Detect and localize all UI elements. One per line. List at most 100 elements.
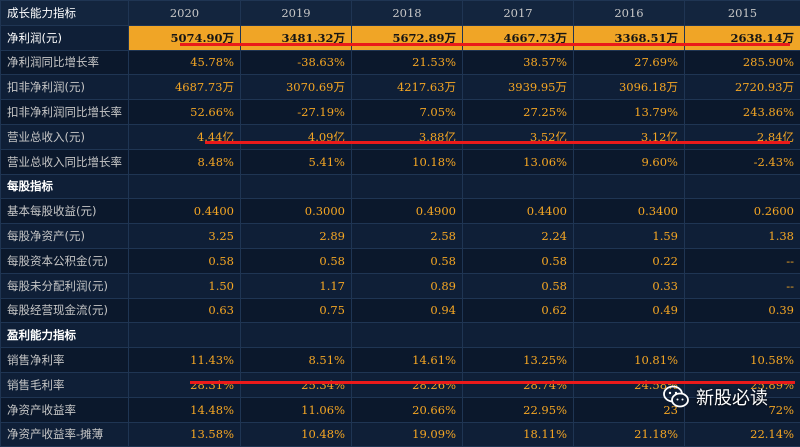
value-cell: 1.59 [574,224,685,249]
value-cell: 0.94 [352,298,463,323]
value-cell [352,174,463,199]
value-cell: 10.48% [241,422,352,447]
annotation-underline [205,141,790,144]
value-cell: 8.51% [241,348,352,373]
value-cell: -- [685,248,800,273]
value-cell: 38.57% [463,50,574,75]
value-cell: 2.58 [352,224,463,249]
value-cell: 0.3000 [241,199,352,224]
value-cell: 3.52亿 [463,124,574,149]
value-cell: 3070.69万 [241,75,352,100]
year-header[interactable]: 2019 [241,1,352,26]
section-row: 每股指标 [1,174,800,199]
watermark: 新股必读 [662,380,792,414]
year-header[interactable]: 2016 [574,1,685,26]
row-label: 每股资本公积金(元) [1,248,129,273]
value-cell: 28.31% [129,372,241,397]
value-cell: 0.49 [574,298,685,323]
value-cell: 2.89 [241,224,352,249]
value-cell: 7.05% [352,100,463,125]
year-header[interactable]: 2020 [129,1,241,26]
value-cell: 0.4900 [352,199,463,224]
value-cell: 19.09% [352,422,463,447]
value-cell: 0.62 [463,298,574,323]
value-cell: 10.58% [685,348,800,373]
row-label: 营业总收入(元) [1,124,129,149]
value-cell [685,174,800,199]
value-cell: 243.86% [685,100,800,125]
value-cell: 0.58 [463,248,574,273]
value-cell: 0.58 [129,248,241,273]
value-cell: 3368.51万 [574,25,685,50]
section-label: 盈利能力指标 [1,323,129,348]
value-cell: -27.19% [241,100,352,125]
value-cell: 3939.95万 [463,75,574,100]
value-cell: 4687.73万 [129,75,241,100]
value-cell [129,174,241,199]
row-label: 扣非净利润同比增长率 [1,100,129,125]
value-cell: 11.06% [241,397,352,422]
value-cell: 4667.73万 [463,25,574,50]
value-cell: 10.18% [352,149,463,174]
value-cell [463,323,574,348]
value-cell: 22.14% [685,422,800,447]
row-label: 净资产收益率-摊薄 [1,422,129,447]
value-cell: 0.22 [574,248,685,273]
value-cell: 3.12亿 [574,124,685,149]
value-cell: 11.43% [129,348,241,373]
value-cell: 0.4400 [463,199,574,224]
value-cell: 13.06% [463,149,574,174]
row-label: 每股未分配利润(元) [1,273,129,298]
value-cell: 27.69% [574,50,685,75]
table-title: 成长能力指标 [1,1,129,26]
value-cell: 0.58 [241,248,352,273]
value-cell: -38.63% [241,50,352,75]
value-cell: 0.39 [685,298,800,323]
value-cell [463,174,574,199]
value-cell: 2638.14万 [685,25,800,50]
value-cell: 0.89 [352,273,463,298]
value-cell: 2.24 [463,224,574,249]
value-cell: 4.09亿 [241,124,352,149]
value-cell: 28.26% [352,372,463,397]
value-cell: 4.44亿 [129,124,241,149]
value-cell: -- [685,273,800,298]
value-cell: 14.61% [352,348,463,373]
value-cell: 25.34% [241,372,352,397]
value-cell: 18.11% [463,422,574,447]
value-cell: -2.43% [685,149,800,174]
value-cell: 0.2600 [685,199,800,224]
value-cell: 3481.32万 [241,25,352,50]
value-cell: 4217.63万 [352,75,463,100]
value-cell: 20.66% [352,397,463,422]
watermark-text: 新股必读 [696,384,768,410]
value-cell [352,323,463,348]
value-cell: 13.79% [574,100,685,125]
annotation-underline [180,43,790,46]
header-row: 成长能力指标 2020 2019 2018 2017 2016 2015 [1,1,800,26]
value-cell: 1.38 [685,224,800,249]
value-cell: 13.25% [463,348,574,373]
year-header[interactable]: 2017 [463,1,574,26]
row-label: 净利润同比增长率 [1,50,129,75]
value-cell: 2720.93万 [685,75,800,100]
year-header[interactable]: 2015 [685,1,800,26]
row-label: 每股经营现金流(元) [1,298,129,323]
value-cell: 1.17 [241,273,352,298]
value-cell [574,174,685,199]
year-header[interactable]: 2018 [352,1,463,26]
value-cell: 3.88亿 [352,124,463,149]
value-cell: 22.95% [463,397,574,422]
value-cell [574,323,685,348]
value-cell: 0.58 [352,248,463,273]
value-cell: 21.18% [574,422,685,447]
row-label: 基本每股收益(元) [1,199,129,224]
